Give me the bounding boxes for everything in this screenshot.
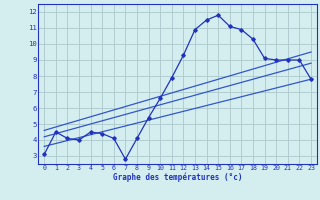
X-axis label: Graphe des températures (°c): Graphe des températures (°c) — [113, 173, 242, 182]
